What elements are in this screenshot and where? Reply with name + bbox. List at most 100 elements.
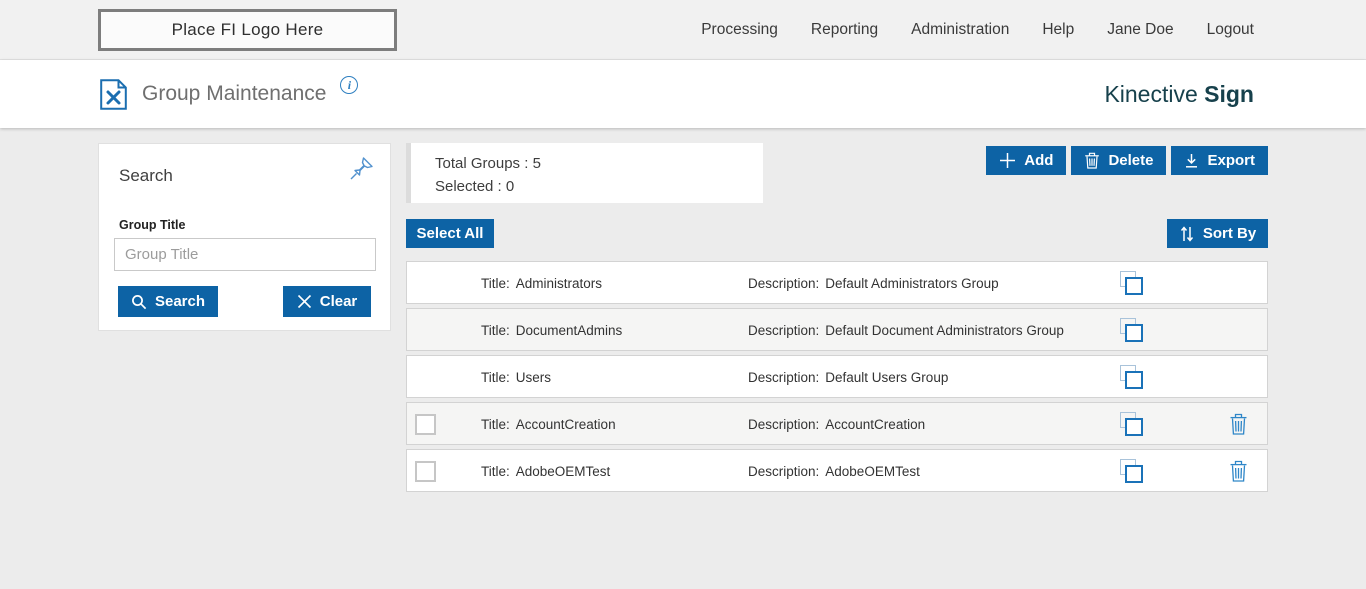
title-value: AdobeOEMTest: [515, 464, 611, 479]
group-title: Title: DocumentAdmins: [481, 323, 622, 338]
group-maintenance-icon: [100, 78, 127, 110]
summary-box: Total Groups : 5 Selected : 0: [406, 143, 763, 203]
copy-front-square: [1125, 371, 1143, 389]
top-bar: Place FI Logo Here Processing Reporting …: [0, 0, 1366, 60]
nav-user-menu[interactable]: Jane Doe: [1107, 20, 1174, 38]
group-description: Description: Default Document Administrat…: [748, 323, 1064, 338]
add-button[interactable]: Add: [986, 146, 1067, 175]
search-button[interactable]: Search: [118, 286, 218, 317]
export-button-label: Export: [1207, 152, 1255, 169]
row-checkbox[interactable]: [415, 461, 436, 482]
nav-administration[interactable]: Administration: [911, 20, 1010, 38]
group-row: Title: AccountCreation Description: Accoun…: [406, 402, 1268, 445]
delete-button-label: Delete: [1108, 152, 1154, 169]
group-row: Title: Administrators Description: Default…: [406, 261, 1268, 304]
description-value: Default Administrators Group: [825, 276, 999, 291]
search-button-label: Search: [154, 293, 206, 310]
title-label: Title:: [481, 417, 510, 432]
group-list-section: Total Groups : 5 Selected : 0 Add: [406, 143, 1268, 492]
group-title-input[interactable]: [114, 238, 376, 271]
close-icon: [297, 294, 311, 309]
download-icon: [1186, 153, 1198, 168]
toolbar: Add Delete Export: [986, 146, 1268, 175]
sort-by-button[interactable]: Sort By: [1167, 219, 1268, 248]
nav-help[interactable]: Help: [1042, 20, 1075, 38]
group-description: Description: AdobeOEMTest: [748, 464, 920, 479]
description-value: Default Document Administrators Group: [825, 323, 1064, 338]
export-button[interactable]: Export: [1171, 146, 1268, 175]
fi-logo-text: Place FI Logo Here: [171, 19, 324, 39]
clear-button[interactable]: Clear: [283, 286, 371, 317]
brand-product: Sign: [1204, 80, 1254, 107]
selected-value: 0: [505, 178, 515, 195]
row-checkbox[interactable]: [415, 414, 436, 435]
content-area: Search Group Title Search Clear Total Gr…: [0, 128, 1366, 589]
group-list: Title: Administrators Description: Default…: [406, 261, 1268, 492]
description-label: Description:: [748, 323, 820, 338]
search-icon: [132, 294, 147, 309]
title-value: AccountCreation: [515, 417, 616, 432]
brand-logo: Kinective Sign: [1104, 81, 1254, 108]
group-row: Title: DocumentAdmins Description: Default…: [406, 308, 1268, 351]
info-icon[interactable]: i: [340, 76, 359, 94]
copy-icon[interactable]: [1119, 412, 1145, 438]
delete-button[interactable]: Delete: [1071, 146, 1167, 175]
selected-label: Selected :: [435, 178, 502, 195]
plus-icon: [1000, 153, 1016, 168]
sort-arrows-icon: [1180, 225, 1193, 242]
nav-processing[interactable]: Processing: [701, 20, 778, 38]
select-all-label: Select All: [416, 225, 484, 242]
search-panel: Search Group Title Search Clear: [98, 143, 391, 331]
description-label: Description:: [748, 464, 820, 479]
group-row: Title: Users Description: Default Users Gr…: [406, 355, 1268, 398]
trash-icon: [1085, 152, 1100, 169]
copy-front-square: [1125, 465, 1143, 483]
select-all-button[interactable]: Select All: [406, 219, 494, 248]
title-label: Title:: [481, 370, 510, 385]
title-value: DocumentAdmins: [515, 323, 623, 338]
title-value: Users: [515, 370, 552, 385]
selected-line: Selected : 0: [435, 175, 763, 198]
nav-reporting[interactable]: Reporting: [810, 20, 879, 38]
total-groups-label: Total Groups :: [435, 155, 529, 172]
group-title: Title: Users: [481, 370, 551, 385]
copy-icon[interactable]: [1119, 318, 1145, 344]
description-value: Default Users Group: [825, 370, 949, 385]
top-navigation: Processing Reporting Administration Help…: [701, 21, 1254, 39]
list-controls: Select All Sort By: [406, 219, 1268, 248]
copy-icon[interactable]: [1119, 271, 1145, 297]
title-label: Title:: [481, 464, 510, 479]
copy-icon[interactable]: [1119, 459, 1145, 485]
group-title-label: Group Title: [119, 218, 186, 232]
page-title: Group Maintenance: [142, 82, 327, 105]
copy-icon[interactable]: [1119, 365, 1145, 391]
search-panel-heading: Search: [119, 166, 173, 185]
copy-front-square: [1125, 418, 1143, 436]
fi-logo-placeholder: Place FI Logo Here: [98, 8, 397, 51]
clear-button-label: Clear: [319, 293, 358, 310]
description-label: Description:: [748, 276, 820, 291]
title-value: Administrators: [515, 276, 603, 291]
description-label: Description:: [748, 417, 820, 432]
description-label: Description:: [748, 370, 820, 385]
group-description: Description: AccountCreation: [748, 417, 925, 432]
description-value: AccountCreation: [825, 417, 926, 432]
nav-logout[interactable]: Logout: [1206, 20, 1254, 38]
sort-by-label: Sort By: [1202, 225, 1257, 242]
group-title: Title: AdobeOEMTest: [481, 464, 610, 479]
total-groups-value: 5: [532, 155, 541, 172]
group-title: Title: AccountCreation: [481, 417, 616, 432]
description-value: AdobeOEMTest: [825, 464, 920, 479]
group-description: Description: Default Users Group: [748, 370, 948, 385]
title-label: Title:: [481, 323, 510, 338]
copy-front-square: [1125, 324, 1143, 342]
page-header: Group Maintenance i Kinective Sign: [0, 60, 1366, 128]
row-trash-icon[interactable]: [1229, 460, 1248, 482]
brand-name: Kinective: [1104, 80, 1198, 107]
pin-icon[interactable]: [348, 154, 376, 182]
group-description: Description: Default Administrators Group: [748, 276, 999, 291]
title-label: Title:: [481, 276, 510, 291]
row-trash-icon[interactable]: [1229, 413, 1248, 435]
add-button-label: Add: [1024, 152, 1054, 169]
group-title: Title: Administrators: [481, 276, 602, 291]
